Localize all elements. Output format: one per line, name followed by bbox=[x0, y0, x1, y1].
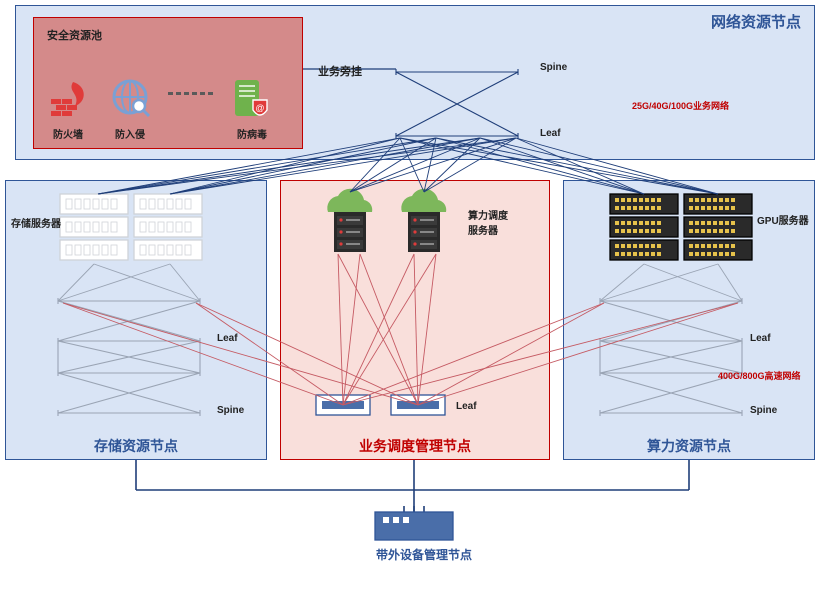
panel-security-pool-title: 安全资源池 bbox=[47, 27, 102, 43]
panel-storage-title: 存储资源节点 bbox=[94, 436, 178, 456]
label-biz_hang: 业务旁挂 bbox=[318, 63, 362, 79]
label-leaf_mid: Leaf bbox=[456, 401, 477, 412]
label-sched_label: 算力调度 服务器 bbox=[468, 207, 508, 237]
label-net400: 400G/800G高速网络 bbox=[718, 369, 801, 382]
label-leaf_right: Leaf bbox=[750, 333, 771, 344]
label-fw: 防火墙 bbox=[53, 126, 83, 141]
label-leaf_left: Leaf bbox=[217, 333, 238, 344]
label-store_label: 存储服务器 bbox=[11, 215, 61, 230]
panel-schedule-title: 业务调度管理节点 bbox=[359, 436, 471, 456]
panel-schedule bbox=[280, 180, 550, 460]
label-av: 防病毒 bbox=[237, 126, 267, 141]
label-net25: 25G/40G/100G业务网络 bbox=[632, 99, 729, 112]
label-gpu_label: GPU服务器 bbox=[757, 212, 809, 227]
label-leaf_top: Leaf bbox=[540, 128, 561, 139]
panel-network-title: 网络资源节点 bbox=[711, 11, 801, 32]
panel-compute-title: 算力资源节点 bbox=[647, 436, 731, 456]
oob-mgmt-node-icon bbox=[375, 512, 453, 540]
label-spine_left: Spine bbox=[217, 405, 244, 416]
label-ids: 防入侵 bbox=[115, 126, 145, 141]
label-spine_right: Spine bbox=[750, 405, 777, 416]
label-spine_top: Spine bbox=[540, 62, 567, 73]
label-bottom_title: 带外设备管理节点 bbox=[376, 546, 472, 563]
